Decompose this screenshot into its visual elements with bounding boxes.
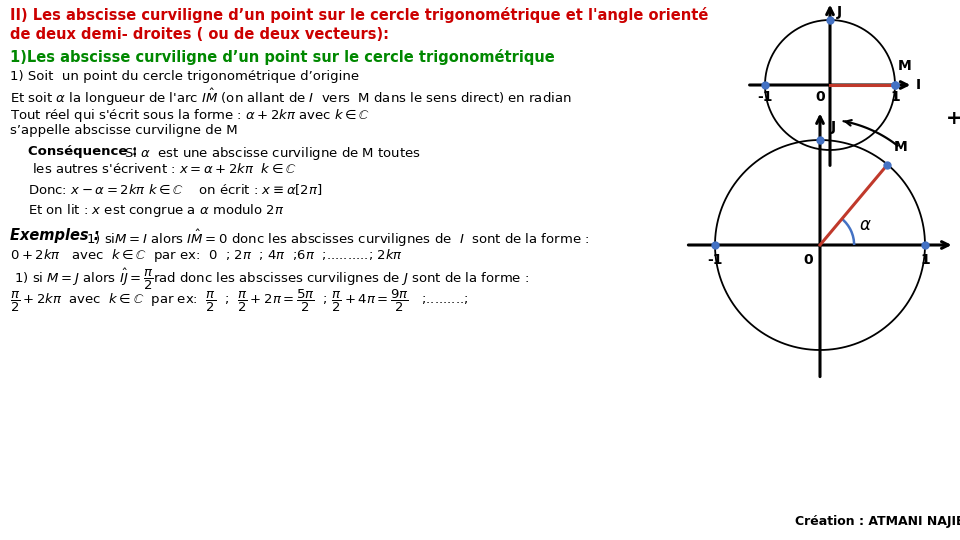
Text: II) Les abscisse curviligne d’un point sur le cercle trigonométrique et l'angle : II) Les abscisse curviligne d’un point s… [10,7,708,23]
Text: 1: 1 [890,90,900,104]
Text: J: J [830,120,835,134]
Text: M: M [898,59,911,73]
Text: J: J [836,5,842,19]
Text: de deux demi- droites ( ou de deux vecteurs):: de deux demi- droites ( ou de deux vecte… [10,27,389,42]
Text: Si $\alpha$  est une abscisse curviligne de M toutes: Si $\alpha$ est une abscisse curviligne … [120,145,420,162]
Text: Et on lit : $x$ est congrue a $\alpha$ modulo $2\pi$: Et on lit : $x$ est congrue a $\alpha$ m… [28,202,284,219]
Text: 0: 0 [816,90,826,104]
Text: 1) si $M = J$ alors $\hat{IJ} = \dfrac{\pi}{2}$rad donc les abscisses curviligne: 1) si $M = J$ alors $\hat{IJ} = \dfrac{\… [10,266,529,292]
Text: M: M [894,140,907,154]
Text: Et soit $\alpha$ la longueur de l'arc $\hat{IM}$ (on allant de $I$  vers  M dans: Et soit $\alpha$ la longueur de l'arc $\… [10,87,572,108]
Text: 1: 1 [920,253,930,267]
Text: $\dfrac{\pi}{2} + 2k\pi$  avec  $k \in \mathbb{C}$  par ex:  $\dfrac{\pi}{2}$  ;: $\dfrac{\pi}{2} + 2k\pi$ avec $k \in \ma… [10,288,468,314]
Text: +: + [947,110,960,129]
Text: $\alpha$: $\alpha$ [859,215,872,234]
Text: 0: 0 [803,253,813,267]
Text: -1: -1 [757,90,773,104]
Text: les autres s'écrivent : $x = \alpha + 2k\pi$  $k \in \mathbb{C}$: les autres s'écrivent : $x = \alpha + 2k… [28,162,297,176]
Text: Exemples :: Exemples : [10,228,100,243]
Text: Conséquence :: Conséquence : [28,145,137,158]
Text: $0 + 2k\pi$   avec  $k \in \mathbb{C}$  par ex:  $0$  ; $2\pi$  ; $4\pi$  ;$6\pi: $0 + 2k\pi$ avec $k \in \mathbb{C}$ par … [10,247,403,264]
Text: 1) Soit  un point du cercle trigonométrique d’origine: 1) Soit un point du cercle trigonométriq… [10,70,359,83]
Text: Donc: $x - \alpha = 2k\pi$ $k \in \mathbb{C}$    on écrit : $x \equiv \alpha[2\p: Donc: $x - \alpha = 2k\pi$ $k \in \mathb… [28,182,323,197]
Text: 1) si$M = I$ alors $\hat{IM} = 0$ donc les abscisses curvilignes de  $I$  sont d: 1) si$M = I$ alors $\hat{IM} = 0$ donc l… [82,228,589,249]
Text: Tout réel qui s'écrit sous la forme : $\alpha + 2k\pi$ avec $k \in \mathbb{C}$: Tout réel qui s'écrit sous la forme : $\… [10,107,371,124]
Text: -1: -1 [708,253,723,267]
Text: s’appelle abscisse curviligne de M: s’appelle abscisse curviligne de M [10,124,238,137]
Text: I: I [916,78,921,92]
Text: Création : ATMANI NAJIB: Création : ATMANI NAJIB [795,515,960,528]
Text: I: I [959,238,960,252]
Text: 1)Les abscisse curviligne d’un point sur le cercle trigonométrique: 1)Les abscisse curviligne d’un point sur… [10,49,555,65]
